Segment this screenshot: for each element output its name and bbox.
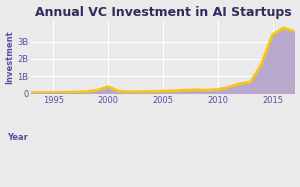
- Y-axis label: Investment: Investment: [6, 30, 15, 84]
- Title: Annual VC Investment in AI Startups: Annual VC Investment in AI Startups: [34, 6, 291, 19]
- Text: Year: Year: [7, 133, 28, 142]
